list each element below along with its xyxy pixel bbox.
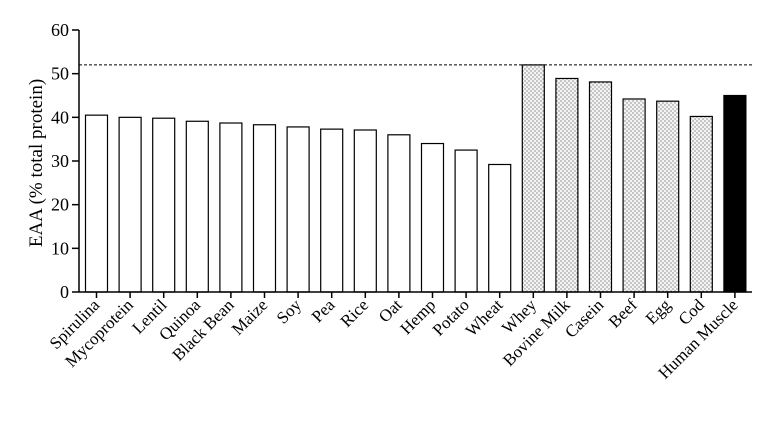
- bar-whey: [521, 64, 545, 293]
- y-tick-label: 20: [51, 195, 69, 215]
- bar-potato: [454, 149, 478, 293]
- bar-human-muscle: [723, 94, 747, 293]
- x-tick-label: Beef: [605, 295, 641, 331]
- bar-hemp: [420, 142, 445, 293]
- x-tick-label: Egg: [642, 295, 675, 328]
- x-tick-label: Maize: [228, 295, 271, 338]
- y-tick-label: 60: [51, 20, 69, 40]
- x-tick-label: Casein: [561, 295, 608, 342]
- y-tick-label: 30: [51, 151, 69, 171]
- bar-maize: [252, 124, 277, 293]
- y-tick-label: 40: [51, 107, 69, 127]
- x-tick-label: Pea: [308, 295, 339, 326]
- bar-mycoprotein: [118, 116, 142, 293]
- x-tick-label: Soy: [273, 295, 305, 327]
- x-tick-label: Potato: [429, 295, 473, 339]
- bar-wheat: [488, 163, 512, 293]
- x-tick-label: Hemp: [397, 295, 440, 338]
- x-tick-label: Rice: [337, 295, 372, 330]
- bar-soy: [286, 126, 310, 293]
- bars: [84, 64, 747, 293]
- bar-beef: [622, 98, 646, 293]
- bar-bovine-milk: [555, 77, 579, 293]
- bar-oat: [387, 134, 411, 293]
- bar-lentil: [152, 117, 176, 293]
- y-axis-title: EAA (% total protein): [26, 79, 47, 247]
- y-axis: 0 10 20 30 40 50 60: [51, 20, 80, 302]
- bar-black-bean: [219, 122, 243, 293]
- y-tick-label: 10: [51, 238, 69, 258]
- bar-pea: [320, 128, 344, 293]
- x-tick-label: Wheat: [462, 295, 507, 340]
- bar-quinoa: [185, 120, 209, 293]
- bar-cod: [689, 115, 713, 293]
- bar-casein: [588, 81, 613, 293]
- bar-egg: [656, 100, 680, 293]
- y-tick-label: 0: [60, 282, 69, 302]
- bar-spirulina: [84, 114, 109, 293]
- y-tick-label: 50: [51, 64, 69, 84]
- bar-rice: [353, 129, 377, 293]
